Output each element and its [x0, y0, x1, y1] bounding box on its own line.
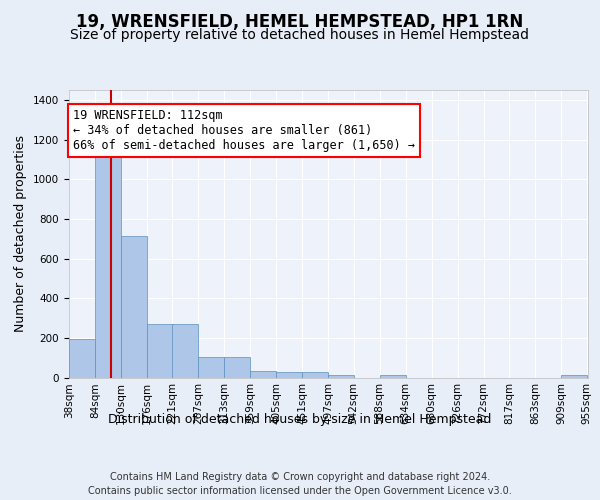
Bar — [380, 374, 406, 378]
Bar — [276, 372, 302, 378]
Text: Contains public sector information licensed under the Open Government Licence v3: Contains public sector information licen… — [88, 486, 512, 496]
Bar — [328, 374, 354, 378]
Text: 19 WRENSFIELD: 112sqm
← 34% of detached houses are smaller (861)
66% of semi-det: 19 WRENSFIELD: 112sqm ← 34% of detached … — [73, 109, 415, 152]
Bar — [302, 372, 328, 378]
Bar — [95, 150, 121, 378]
Bar — [561, 374, 587, 378]
Bar — [69, 339, 95, 378]
Text: Contains HM Land Registry data © Crown copyright and database right 2024.: Contains HM Land Registry data © Crown c… — [110, 472, 490, 482]
Bar — [147, 324, 173, 378]
Text: Distribution of detached houses by size in Hemel Hempstead: Distribution of detached houses by size … — [109, 412, 491, 426]
Text: 19, WRENSFIELD, HEMEL HEMPSTEAD, HP1 1RN: 19, WRENSFIELD, HEMEL HEMPSTEAD, HP1 1RN — [76, 12, 524, 30]
Bar — [224, 356, 250, 378]
Bar — [199, 356, 224, 378]
Text: Size of property relative to detached houses in Hemel Hempstead: Size of property relative to detached ho… — [71, 28, 530, 42]
Y-axis label: Number of detached properties: Number of detached properties — [14, 135, 28, 332]
Bar — [172, 324, 199, 378]
Bar — [121, 236, 147, 378]
Bar — [250, 370, 276, 378]
